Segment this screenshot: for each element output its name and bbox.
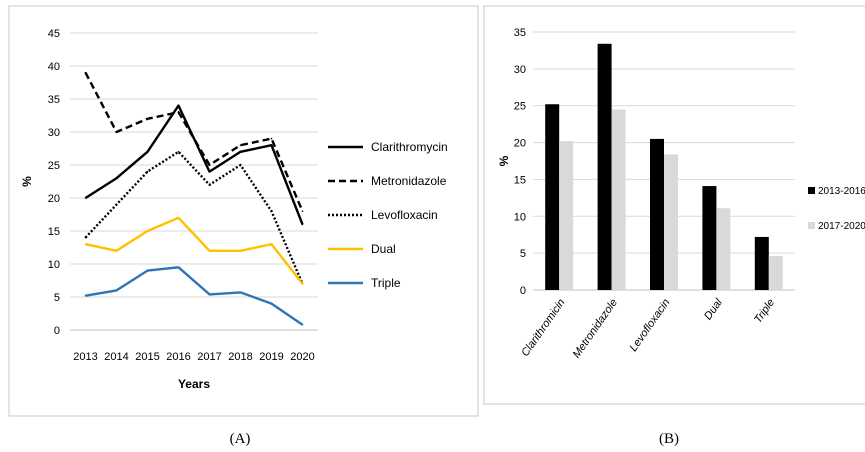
- panel-a-series-line-triple: [85, 266, 304, 326]
- panel-b-legend-swatch: [808, 222, 815, 229]
- panel-a-x-tick-label: 2014: [104, 351, 128, 363]
- panel-a-data-point: [208, 184, 211, 186]
- panel-a-y-tick-label: 25: [48, 160, 60, 172]
- panel-b-bar-levofloxacin-2013-2016: [650, 138, 664, 290]
- panel-b-y-tick-label: 10: [514, 211, 526, 223]
- panel-a-x-tick-label: 2020: [290, 351, 314, 363]
- panel-a-data-point: [146, 269, 149, 272]
- panel-a-y-tick-label: 5: [54, 292, 60, 304]
- panel-b-bar-clarithromicin-2013-2016: [545, 104, 560, 291]
- panel-a-data-point: [146, 118, 149, 120]
- panel-a-data-point: [115, 250, 118, 252]
- panel-a-data-point: [239, 164, 242, 166]
- panel-a-x-tick-label: 2018: [228, 351, 252, 363]
- panel-a-data-point: [301, 283, 304, 285]
- panel-a-x-axis-title: Years: [178, 377, 210, 391]
- panel-b-y-tick-label: 20: [514, 138, 526, 150]
- panel-a-data-point: [301, 210, 304, 212]
- panel-b-bar-metronidazole-2017-2020: [611, 109, 626, 291]
- panel-a-y-axis-title: %: [20, 176, 34, 187]
- panel-a-data-point: [84, 71, 87, 74]
- panel-a-series-line-dual: [85, 216, 304, 285]
- panel-b-bar-levofloxacin-2017-2020: [664, 154, 678, 290]
- panel-b-legend-label: 2013-2016: [818, 186, 865, 197]
- panel-a-y-tick-label: 40: [48, 61, 60, 73]
- panel-a-y-tick-label: 20: [48, 193, 60, 205]
- panel-a-data-point: [177, 151, 180, 153]
- panel-a-data-point: [208, 164, 211, 166]
- panel-a-x-tick-label: 2016: [166, 351, 190, 363]
- panel-a-data-point: [270, 243, 273, 245]
- panel-a-data-point: [270, 137, 273, 140]
- panel-b-bar-metronidazole-2013-2016: [597, 43, 612, 291]
- panel-a-data-point: [239, 151, 242, 153]
- panel-a-legend-label: Metronidazole: [371, 174, 447, 188]
- panel-a-x-tick-label: 2013: [73, 351, 97, 363]
- panel-a-data-point: [270, 210, 273, 212]
- panel-b-legend-swatch: [808, 187, 815, 194]
- panel-a-data-point: [270, 302, 273, 305]
- panel-a-series-line-clarithromycin: [84, 104, 304, 225]
- panel-b-y-tick-label: 5: [520, 248, 526, 260]
- panel-a-data-point: [208, 293, 211, 296]
- panel-a-data-point: [115, 203, 118, 206]
- panel-a-data-point: [270, 144, 273, 146]
- panel-a-legend-label: Levofloxacin: [371, 208, 438, 222]
- panel-a-y-tick-label: 30: [48, 127, 60, 139]
- panel-a-data-point: [301, 223, 304, 226]
- panel-a-data-point: [239, 250, 242, 252]
- panel-a-x-tick-label: 2015: [135, 351, 159, 363]
- panel-a-legend-label: Clarithromycin: [371, 140, 448, 154]
- panel-a-data-point: [146, 170, 149, 173]
- panel-b-bar-dual-2013-2016: [702, 186, 717, 290]
- panel-b-bar-dual-2017-2020: [716, 208, 731, 290]
- panel-a-y-tick-label: 0: [54, 325, 60, 337]
- panel-b-bar-triple-2013-2016: [754, 236, 769, 290]
- panel-a-data-point: [177, 104, 180, 107]
- panel-b-bar-clarithromicin-2017-2020: [559, 141, 574, 290]
- panel-a-x-tick-label: 2019: [259, 351, 283, 363]
- panel-a-data-point: [115, 289, 118, 292]
- panel-a-y-tick-label: 45: [48, 28, 60, 40]
- panel-b-y-tick-label: 15: [514, 174, 526, 186]
- panel-b-y-tick-label: 30: [514, 64, 526, 76]
- panel-b-y-tick-label: 35: [514, 27, 526, 39]
- panel-a-data-point: [177, 217, 180, 219]
- panel-b-label: (B): [659, 431, 679, 447]
- panel-a-y-tick-label: 10: [48, 259, 60, 271]
- panel-a-label: (A): [230, 431, 251, 447]
- panel-a-data-point: [301, 323, 304, 326]
- panel-a-data-point: [208, 250, 211, 252]
- panel-a-data-point: [115, 131, 118, 133]
- panel-b-legend-label: 2017-2020: [818, 221, 865, 232]
- panel-a-data-point: [84, 236, 87, 239]
- panel-a-legend-label: Triple: [371, 276, 401, 290]
- panel-a-data-point: [146, 230, 149, 232]
- panel-a-data-point: [177, 266, 180, 269]
- panel-a-series-line-metronidazole: [84, 72, 304, 212]
- panel-a-series-line-levofloxacin: [84, 150, 304, 285]
- panel-b-bar-triple-2017-2020: [768, 256, 783, 290]
- panel-a-data-point: [239, 144, 242, 146]
- panel-a-data-point: [239, 291, 242, 294]
- panel-a-data-point: [146, 151, 149, 153]
- panel-a-data-point: [84, 243, 87, 245]
- panel-a-x-tick-label: 2017: [197, 351, 221, 363]
- panel-b-y-tick-label: 0: [520, 285, 526, 297]
- panel-b-y-tick-label: 25: [514, 101, 526, 113]
- panel-a-y-tick-label: 15: [48, 226, 60, 238]
- panel-a-data-point: [84, 197, 87, 199]
- panel-a-data-point: [177, 111, 180, 113]
- panel-a-legend-label: Dual: [371, 242, 396, 256]
- panel-a-data-point: [208, 170, 211, 173]
- panel-a-data-point: [115, 177, 118, 179]
- panel-b-y-axis-title: %: [497, 155, 511, 166]
- panel-a-data-point: [84, 294, 87, 297]
- panel-a-y-tick-label: 35: [48, 94, 60, 106]
